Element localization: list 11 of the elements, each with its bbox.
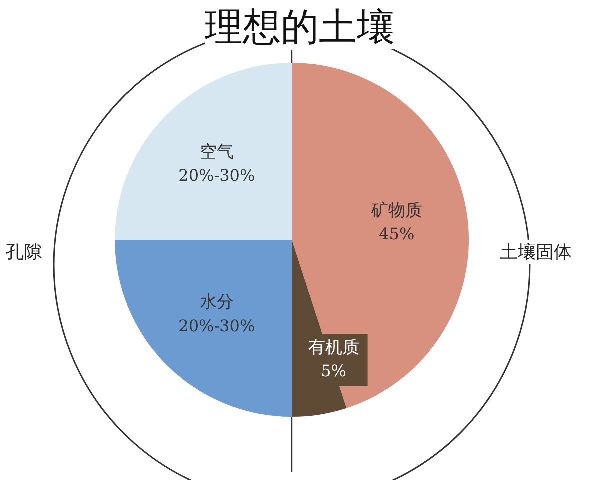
slice-label: 水分 [200, 292, 234, 313]
slice-label: 矿物质 [370, 200, 422, 221]
text: 20%-30% [178, 316, 256, 336]
text: 孔隙 [6, 240, 42, 264]
text: 土壤固体 [500, 240, 572, 264]
text: 20%-30% [178, 166, 256, 186]
data-label: 5% [321, 362, 346, 381]
data-label: 45% [379, 224, 415, 244]
slice-label: 空气 [200, 142, 234, 162]
slice-label: 有机质 [308, 338, 360, 358]
chart-title: 理想的土壤 [205, 5, 395, 49]
